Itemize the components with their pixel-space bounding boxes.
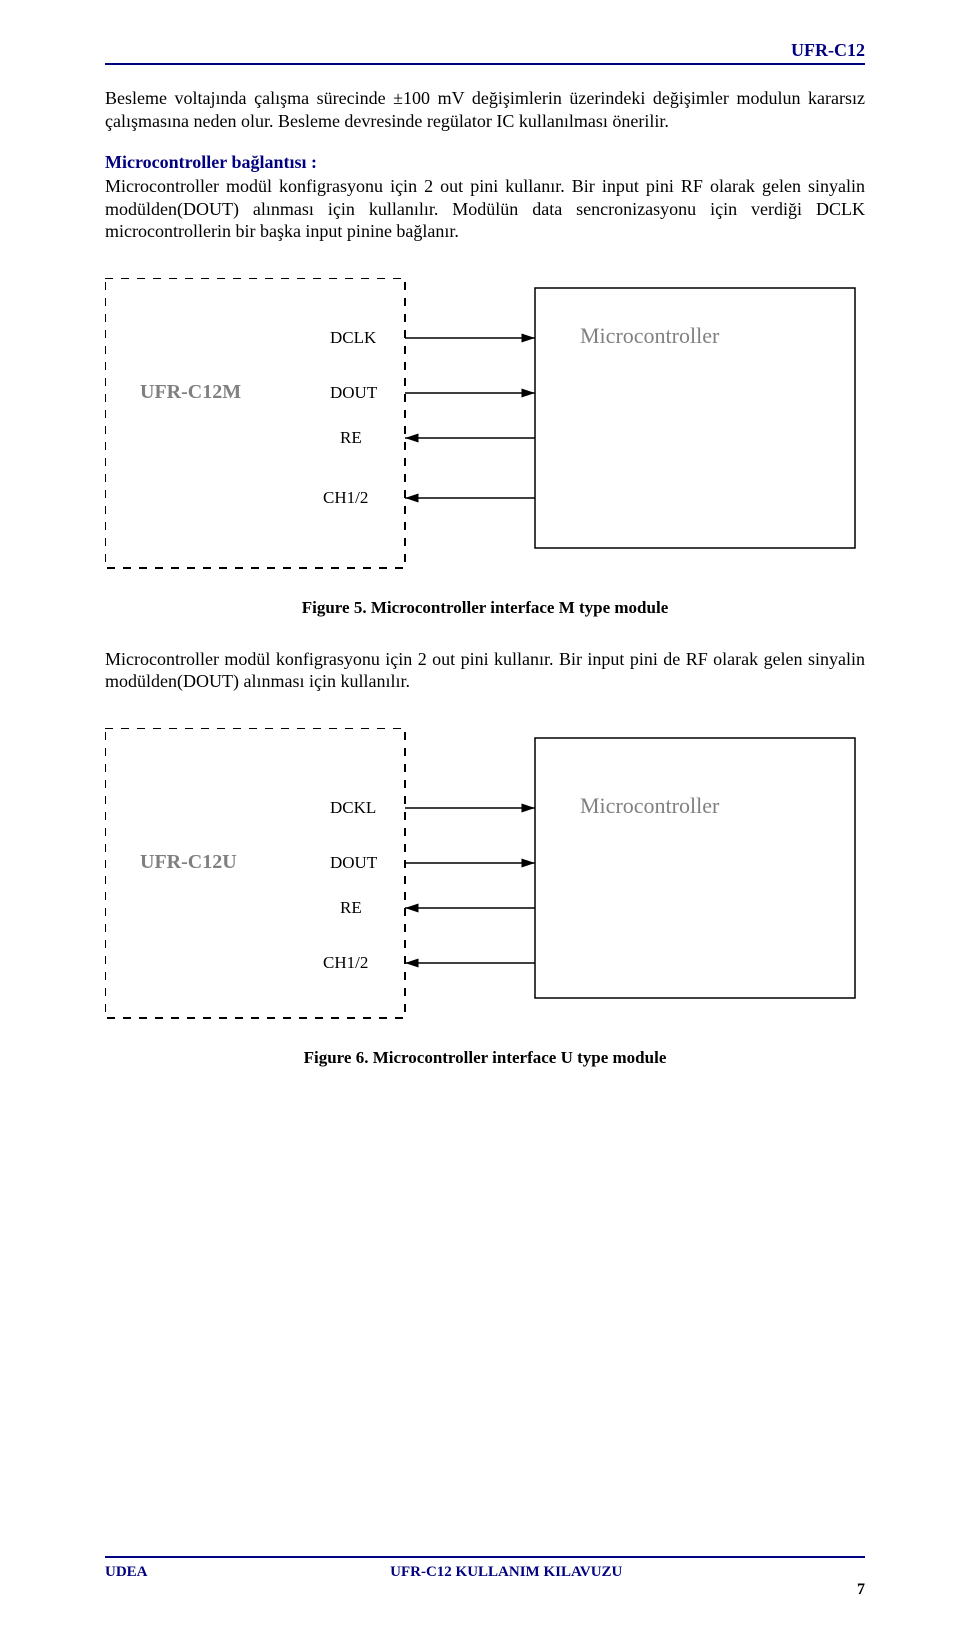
diagram-1-caption: Figure 5. Microcontroller interface M ty… [105,598,865,618]
paragraph-1: Besleme voltajında çalışma sürecinde ±10… [105,87,865,132]
footer-page-number: 7 [857,1581,865,1598]
diagram-2-module-label: UFR-C12U [140,851,237,873]
diagram-1: UFR-C12M Microcontroller DCLK DOUT RE CH… [105,278,865,573]
diagram-2-pin-ch: CH1/2 [323,953,368,972]
section-title: Microcontroller bağlantısı : [105,152,865,173]
diagram-1-svg: UFR-C12M Microcontroller DCLK DOUT RE CH… [105,278,865,573]
paragraph-2: Microcontroller modül konfigrasyonu için… [105,175,865,243]
diagram-1-pin-dout: DOUT [330,383,378,402]
diagram-1-mcu-label: Microcontroller [580,323,720,348]
diagram-1-pin-dclk: DCLK [330,328,377,347]
diagram-1-module-label: UFR-C12M [140,381,241,403]
footer-rule [105,1556,865,1558]
diagram-2-pin-dclk: DCKL [330,798,376,817]
page: UFR-C12 Besleme voltajında çalışma sürec… [0,0,960,1629]
diagram-2-caption: Figure 6. Microcontroller interface U ty… [105,1048,865,1068]
paragraph-3: Microcontroller modül konfigrasyonu için… [105,648,865,693]
diagram-2-svg: UFR-C12U Microcontroller DCKL DOUT RE CH… [105,728,865,1023]
footer-center: UFR-C12 KULLANIM KILAVUZU [390,1564,622,1581]
diagram-1-pin-re: RE [340,428,362,447]
footer-left: UDEA [105,1564,148,1581]
diagram-2-mcu-label: Microcontroller [580,793,720,818]
diagram-2: UFR-C12U Microcontroller DCKL DOUT RE CH… [105,728,865,1023]
diagram-2-pin-dout: DOUT [330,853,378,872]
footer: UDEA UFR-C12 KULLANIM KILAVUZU 7 [105,1556,865,1599]
header-rule [105,63,865,65]
diagram-2-pin-re: RE [340,898,362,917]
header-product: UFR-C12 [105,40,865,61]
diagram-1-pin-ch: CH1/2 [323,488,368,507]
